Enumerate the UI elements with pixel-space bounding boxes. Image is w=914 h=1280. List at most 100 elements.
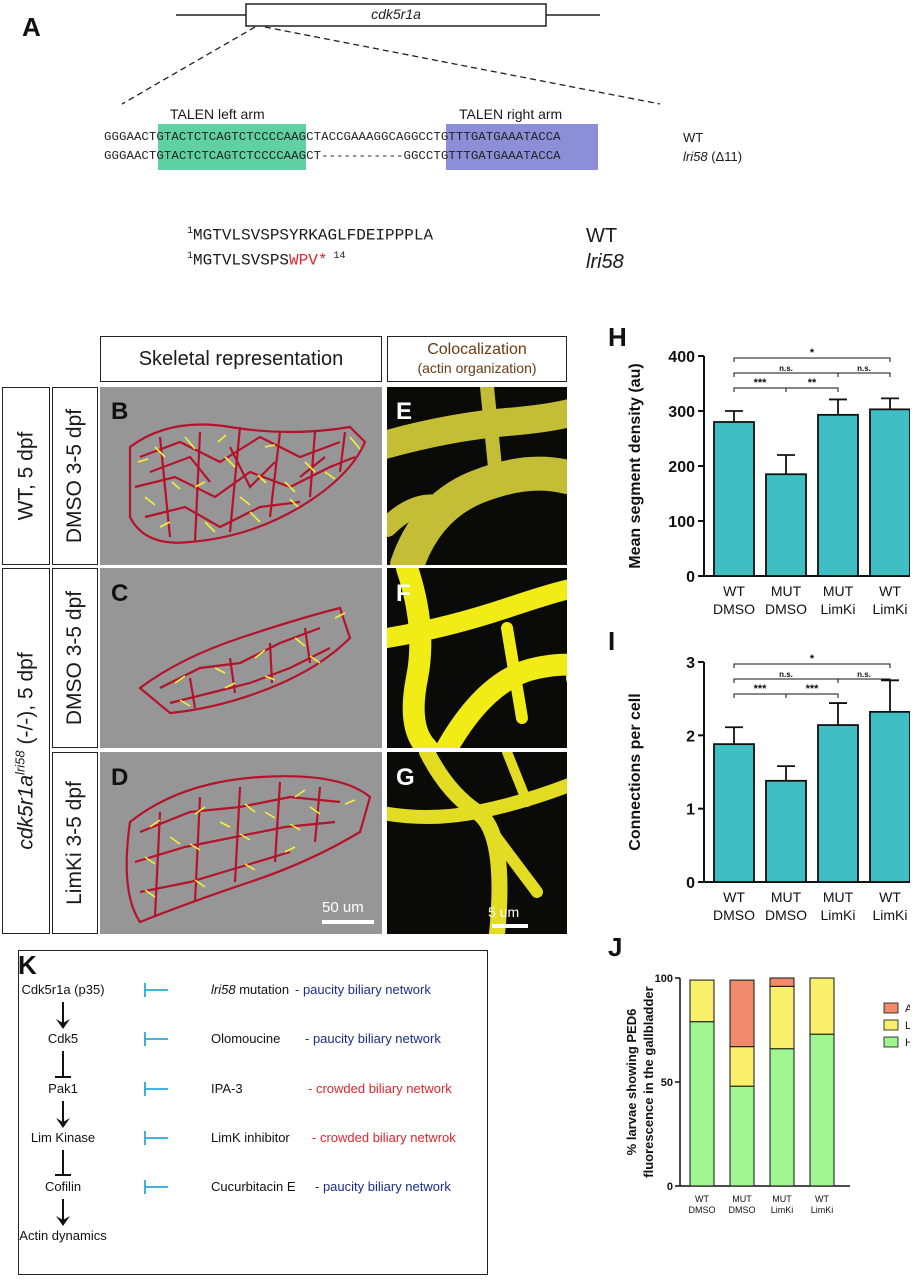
image-c-skeletal-mut — [100, 568, 382, 748]
image-b-skeletal-wt — [100, 387, 382, 565]
chart-j: 0 50 100 % larvae showing PED6 fluorescence … — [620, 946, 914, 1241]
stacked-bar-segment — [769, 977, 795, 987]
stacked-bar-segment — [769, 985, 795, 1050]
significance-label: n.s. — [779, 670, 793, 679]
x-tick-label: LimKi — [820, 907, 855, 923]
talen-left-highlight — [158, 124, 306, 170]
x-tick-label: DMSO — [713, 601, 755, 617]
stacked-bar-segment — [729, 1085, 755, 1187]
panel-letter-i: I — [608, 626, 616, 656]
letter-b: B — [111, 398, 129, 425]
panel-letter-k: K — [18, 950, 37, 980]
x-tick-label: LimKi — [811, 1205, 834, 1215]
panel-k-box — [18, 950, 488, 1275]
y-tick-label: 300 — [668, 404, 695, 421]
wt-dna-sequence: GGGAACTGTACTCTCAGTCTCCCCAAGCTACCGAAAGGCA… — [104, 130, 561, 144]
image-e-actin-wt — [387, 387, 567, 565]
skeleton-network-c — [138, 606, 352, 715]
x-tick-label: WT — [815, 1194, 829, 1204]
arrow-head — [56, 1216, 70, 1226]
x-tick-label: LimKi — [872, 907, 907, 923]
row-label-mutant: cdk5r1alri58 (-/-), 5 dpf — [2, 568, 50, 934]
mut-protein-label: lri58 — [586, 251, 624, 273]
inhibitor-label: Cucurbitacin E — [211, 1179, 296, 1194]
inhibitor-label: Olomoucine — [211, 1031, 280, 1046]
legend-swatch — [883, 1036, 899, 1048]
legend-label: Low — [905, 1020, 910, 1032]
skeleton-network-b — [128, 423, 367, 544]
wt-protein-label: WT — [586, 225, 618, 247]
zoom-line-right — [264, 26, 661, 105]
actin-g — [387, 752, 567, 934]
effect-label: - paucity biliary network — [295, 982, 431, 997]
x-tick-label: DMSO — [713, 907, 755, 923]
effect-label: - paucity biliary network — [305, 1031, 441, 1046]
x-tick-label: LimKi — [872, 601, 907, 617]
pathway-diagram: Cdk5r1a (p35) Cdk5 Pak1 Lim Kinase Cofilin Ac… — [19, 982, 456, 1243]
effect-label: - crowded biliary network — [308, 1081, 452, 1096]
y-tick-label: 0 — [686, 569, 695, 586]
zoom-line-left — [121, 26, 256, 105]
x-tick-label: LimKi — [771, 1205, 794, 1215]
significance-label: n.s. — [857, 364, 871, 373]
scale-bar-5um — [492, 924, 528, 928]
stacked-bar-segment — [729, 1046, 755, 1087]
arrow-head — [56, 1118, 70, 1128]
gene-schematic — [121, 3, 661, 105]
pathway-node: Cdk5 — [48, 1031, 78, 1046]
y-tick-label: 400 — [668, 349, 695, 366]
significance-label: n.s. — [857, 670, 871, 679]
x-tick-label: MUT — [823, 889, 854, 905]
image-g-actin-mut-limki — [387, 752, 567, 934]
x-tick-label: DMSO — [765, 907, 807, 923]
skeleton-network-d — [125, 775, 372, 924]
x-tick-label: MUT — [771, 583, 802, 599]
x-tick-label: DMSO — [729, 1205, 756, 1215]
bar — [869, 408, 911, 577]
wt-seq-label: WT — [683, 130, 704, 145]
significance-bracket — [837, 678, 891, 683]
letter-d: D — [111, 764, 129, 791]
bar — [817, 724, 859, 883]
x-tick-label: LimKi — [820, 601, 855, 617]
y-tick-label: 2 — [686, 728, 695, 745]
letter-e: E — [396, 398, 413, 425]
bar — [713, 743, 755, 883]
gene-box — [245, 3, 547, 27]
y-tick-label: 50 — [661, 1077, 673, 1089]
x-tick-label: MUT — [732, 1194, 752, 1204]
x-tick-label: MUT — [772, 1194, 792, 1204]
scale-bar-50um — [322, 920, 374, 924]
stacked-bar-segment — [689, 979, 715, 1023]
stacked-bar-segment — [689, 1021, 715, 1187]
row-label-d: LimKi 3-5 dpf — [52, 752, 98, 934]
y-axis-label: Mean segment density (au) — [627, 363, 644, 568]
legend-swatch — [883, 1002, 899, 1014]
significance-label: *** — [754, 683, 768, 695]
significance-label: n.s. — [779, 364, 793, 373]
x-tick-label: WT — [723, 889, 745, 905]
panel-letter-j: J — [608, 932, 623, 962]
talen-right-label: TALEN right arm — [459, 106, 563, 122]
row-label-c: DMSO 3-5 dpf — [52, 568, 98, 748]
pathway-node: Cdk5r1a (p35) — [21, 982, 104, 997]
mut-seq-label: lri58 (Δ11) — [683, 149, 743, 164]
significance-label: *** — [754, 377, 768, 389]
x-tick-label: WT — [879, 583, 901, 599]
significance-bracket — [733, 372, 839, 377]
arrow-head — [56, 1019, 70, 1029]
effect-label: - paucity biliary network — [315, 1179, 451, 1194]
letter-c: C — [111, 580, 129, 607]
significance-bracket — [785, 387, 839, 392]
y-tick-label: 200 — [668, 459, 695, 476]
stacked-bar-segment — [729, 979, 755, 1048]
significance-label: * — [810, 653, 815, 665]
y-axis-label-2: fluorescence in the gallbladder — [641, 986, 656, 1177]
stacked-bar-segment — [809, 1033, 835, 1187]
mut-protein-sequence: 1MGTVLSVSPSWPV* 14 — [187, 251, 346, 270]
y-tick-label: 1 — [686, 802, 695, 819]
header-colocalization: Colocalization (actin organization) — [387, 336, 567, 382]
bar — [817, 413, 859, 577]
inhibitor-label: IPA-3 — [211, 1081, 243, 1096]
pathway-node: Actin dynamics — [19, 1228, 107, 1243]
